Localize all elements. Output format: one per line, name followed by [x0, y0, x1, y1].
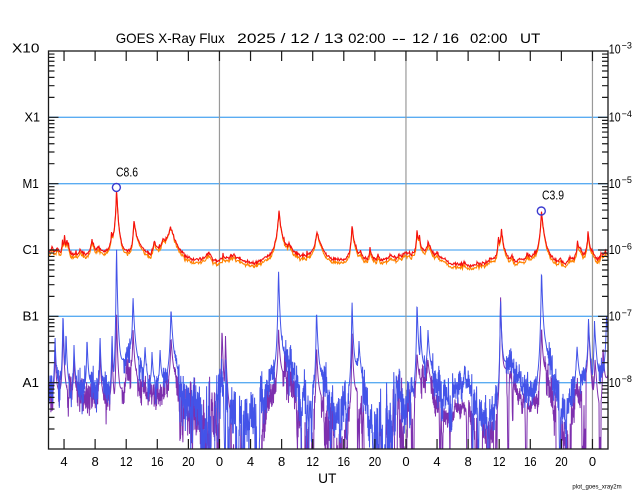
- svg-text:C1: C1: [23, 242, 40, 257]
- svg-text:−4: −4: [622, 109, 632, 120]
- svg-text:4: 4: [433, 454, 440, 469]
- svg-text:12: 12: [306, 454, 319, 469]
- svg-text:0: 0: [589, 454, 596, 469]
- svg-text:16: 16: [338, 454, 351, 469]
- svg-text:UT: UT: [318, 470, 337, 486]
- svg-text:12: 12: [493, 454, 506, 469]
- svg-text:−7: −7: [622, 308, 632, 319]
- svg-text:2025 / 12 / 13: 2025 / 12 / 13: [237, 30, 343, 46]
- svg-text:--: --: [392, 30, 407, 46]
- svg-text:C3.9: C3.9: [542, 189, 564, 203]
- svg-text:12: 12: [120, 454, 133, 469]
- svg-text:GOES X-Ray Flux: GOES X-Ray Flux: [116, 30, 225, 46]
- svg-text:−5: −5: [622, 175, 632, 186]
- svg-text:8: 8: [91, 454, 98, 469]
- svg-text:4: 4: [247, 454, 254, 469]
- svg-text:X10: X10: [12, 41, 40, 56]
- svg-text:20: 20: [182, 454, 195, 469]
- svg-text:UT: UT: [520, 30, 541, 46]
- svg-text:20: 20: [555, 454, 568, 469]
- svg-text:8: 8: [278, 454, 285, 469]
- svg-text:C8.6: C8.6: [116, 166, 138, 180]
- svg-text:0: 0: [216, 454, 223, 469]
- svg-text:10: 10: [609, 309, 621, 324]
- svg-text:16: 16: [151, 454, 164, 469]
- svg-text:−6: −6: [622, 242, 632, 253]
- svg-text:10: 10: [609, 242, 621, 257]
- svg-text:8: 8: [464, 454, 471, 469]
- svg-text:02:00: 02:00: [470, 30, 508, 46]
- svg-text:−3: −3: [622, 41, 632, 52]
- svg-text:B1: B1: [23, 308, 40, 323]
- svg-text:10: 10: [609, 110, 621, 125]
- svg-text:X1: X1: [25, 109, 41, 124]
- svg-text:M1: M1: [23, 176, 39, 191]
- svg-text:A1: A1: [23, 375, 40, 390]
- svg-text:10: 10: [609, 375, 621, 390]
- svg-text:0: 0: [402, 454, 409, 469]
- svg-text:10: 10: [609, 41, 621, 56]
- svg-text:4: 4: [60, 454, 67, 469]
- svg-text:plot_goes_xray2m: plot_goes_xray2m: [572, 484, 621, 491]
- svg-text:20: 20: [369, 454, 382, 469]
- svg-text:−8: −8: [622, 374, 632, 385]
- svg-text:10: 10: [609, 176, 621, 191]
- svg-text:12 / 16: 12 / 16: [412, 30, 459, 46]
- svg-text:02:00: 02:00: [348, 30, 386, 46]
- svg-text:16: 16: [524, 454, 537, 469]
